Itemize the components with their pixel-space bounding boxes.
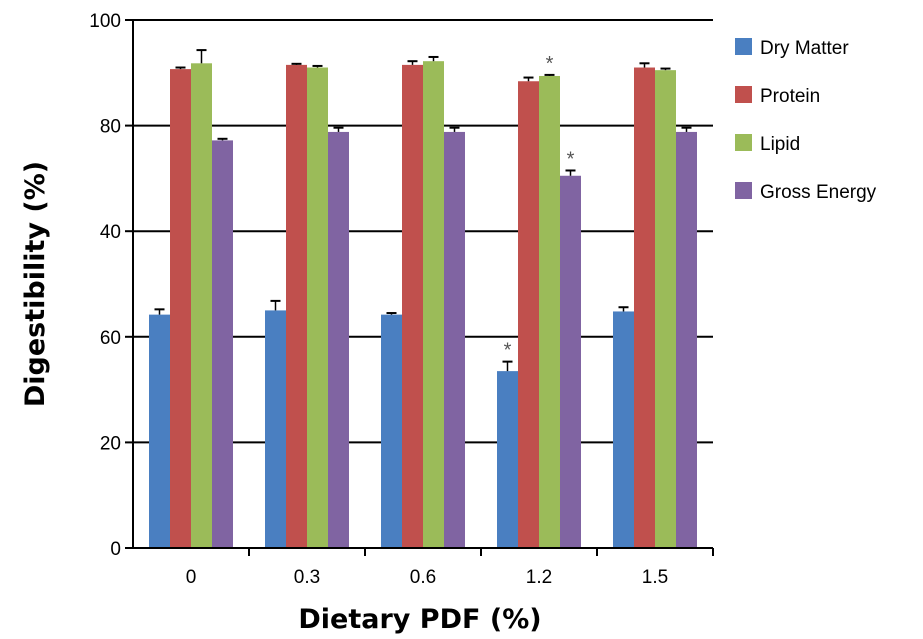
- y-tick-label: 0: [110, 539, 121, 560]
- bar: [191, 63, 212, 549]
- bar: [212, 140, 233, 548]
- bar: [518, 81, 539, 549]
- tick-labels: 0 20 60 40 80 100 0 0.3 0.6 1.2 1.5: [89, 11, 668, 588]
- bar: [613, 311, 634, 548]
- bar: [497, 371, 518, 548]
- legend-label: Gross Energy: [760, 182, 877, 203]
- legend-swatch: [735, 182, 752, 199]
- x-tick-label: 1.5: [642, 567, 668, 588]
- significance-marker: *: [546, 53, 554, 75]
- x-tick-label: 0.3: [294, 567, 320, 588]
- bar: [444, 131, 465, 548]
- significance-marker: *: [504, 340, 512, 362]
- bar: [381, 314, 402, 548]
- y-tick-label: 60: [100, 328, 121, 349]
- x-tick-label: 0.6: [410, 567, 436, 588]
- x-axis-title: Dietary PDF (%): [298, 604, 541, 635]
- legend-label: Dry Matter: [760, 38, 849, 59]
- legend-swatch: [735, 134, 752, 151]
- bar: [286, 64, 307, 548]
- bar: [328, 131, 349, 548]
- bar: [170, 69, 191, 548]
- bar: [149, 314, 170, 548]
- legend-label: Protein: [760, 86, 820, 107]
- bar: [655, 70, 676, 548]
- axes: [125, 19, 714, 556]
- significance-marker: *: [567, 148, 575, 170]
- x-tick-label: 0: [186, 567, 197, 588]
- bar: [560, 175, 581, 548]
- bar: [402, 64, 423, 548]
- y-tick-label: 40: [100, 222, 121, 243]
- bar: [423, 61, 444, 549]
- bar: [265, 310, 286, 548]
- y-axis-title: Digestibility (%): [20, 161, 51, 407]
- bars: * * *: [149, 49, 697, 549]
- legend-swatch: [735, 38, 752, 55]
- y-tick-label: 20: [100, 433, 121, 454]
- legend-swatch: [735, 86, 752, 103]
- bar: [307, 67, 328, 549]
- y-tick-label: 80: [100, 117, 121, 138]
- x-tick-label: 1.2: [526, 567, 552, 588]
- bar: [676, 131, 697, 548]
- legend-label: Lipid: [760, 134, 800, 155]
- legend: Dry Matter Protein Lipid Gross Energy: [735, 38, 877, 203]
- bar: [634, 67, 655, 549]
- y-tick-label: 100: [89, 11, 121, 32]
- bar: [539, 75, 560, 548]
